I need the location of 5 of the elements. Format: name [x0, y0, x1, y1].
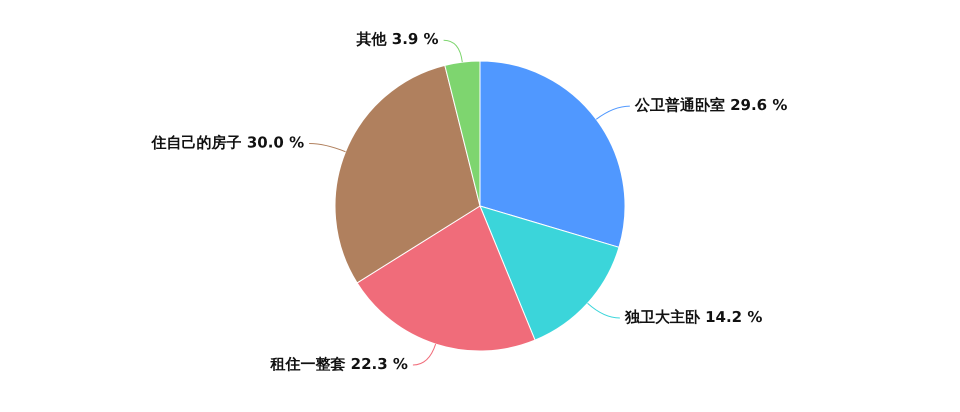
slice-label: 公卫普通卧室 29.6 %	[634, 96, 788, 114]
slice-label: 住自己的房子 30.0 %	[150, 133, 304, 152]
slice-label: 独卫大主卧 14.2 %	[624, 308, 762, 326]
slice-label: 租住一整套 22.3 %	[269, 354, 408, 373]
slice-label: 其他 3.9 %	[356, 30, 439, 48]
